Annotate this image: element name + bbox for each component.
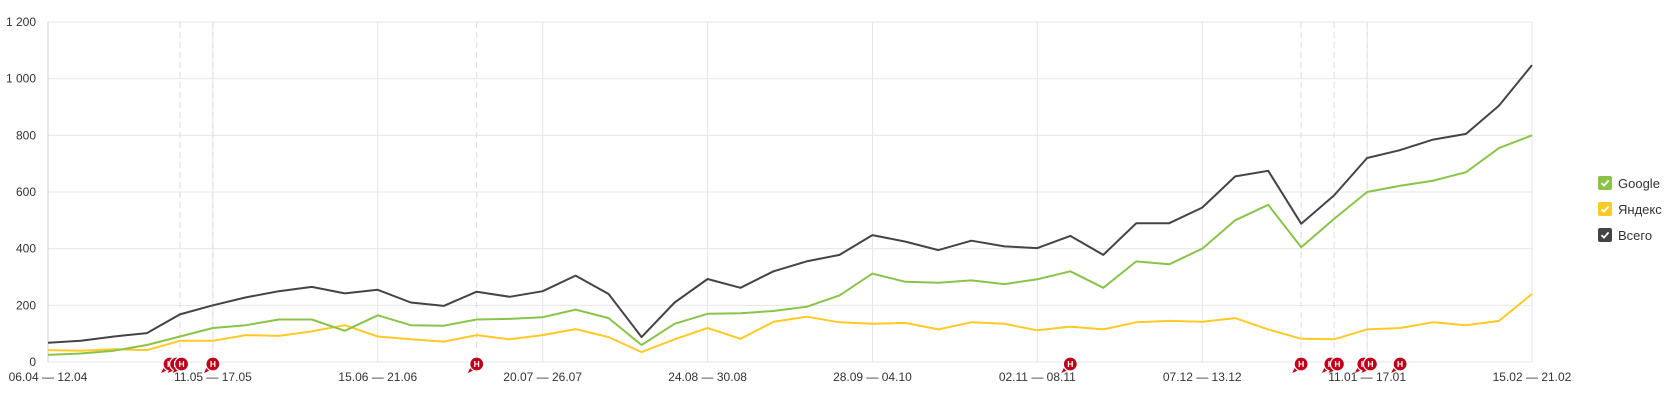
x-tick-label: 15.02 — 21.02 — [1493, 370, 1572, 384]
series-layer — [47, 64, 1533, 356]
axis-layer: 0 200 400 600 800 1 000 1 200 06.04 — 12.04 11.0… — [6, 15, 1572, 384]
x-tick-label: 02.11 — 08.11 — [999, 370, 1076, 384]
y-tick-label: 1 200 — [6, 15, 36, 29]
checkbox-icon[interactable] — [1598, 228, 1612, 242]
x-tick-label: 15.06 — 21.06 — [338, 370, 417, 384]
marker-tail — [1391, 367, 1399, 373]
marker-label: Н — [1298, 359, 1304, 369]
marker-tail — [1361, 367, 1369, 373]
x-tick-label: 11.05 — 17.05 — [174, 370, 252, 384]
marker-tail — [203, 367, 211, 373]
annotation-marker: Н — [1061, 356, 1078, 373]
marker-tail — [167, 367, 175, 373]
marker-label: Н — [474, 359, 480, 369]
x-tick-label: 07.12 — 13.12 — [1163, 370, 1242, 384]
y-tick-label: 1 000 — [6, 72, 36, 86]
marker-label: Н — [178, 359, 184, 369]
annotation-marker: Н — [1292, 356, 1309, 373]
marker-tail — [161, 367, 169, 373]
y-tick-label: 200 — [16, 298, 36, 312]
marker-label: Н — [210, 359, 216, 369]
series-line-2 — [47, 64, 1533, 344]
marker-label: Н — [1067, 359, 1073, 369]
annotation-marker: Н — [467, 356, 485, 373]
legend: Google Яндекс Всего — [1598, 170, 1662, 248]
legend-item-total[interactable]: Всего — [1598, 222, 1662, 248]
grid-layer — [47, 21, 1533, 363]
annotation-marker: Н — [1391, 356, 1408, 373]
checkbox-icon[interactable] — [1598, 176, 1612, 190]
x-tick-label: 28.09 — 04.10 — [833, 370, 912, 384]
marker-label: Н — [1397, 359, 1403, 369]
series-line-0 — [47, 134, 1533, 356]
legend-label: Яндекс — [1618, 201, 1662, 217]
x-tick-label: 20.07 — 26.07 — [503, 370, 582, 384]
x-tick-label: 24.08 — 30.08 — [668, 370, 747, 384]
marker-tail — [1328, 367, 1336, 373]
series-line-1 — [47, 293, 1533, 354]
y-tick-label: 0 — [29, 355, 36, 369]
marker-circle — [173, 356, 190, 372]
y-tick-label: 400 — [16, 242, 36, 256]
marker-tail — [1061, 367, 1069, 373]
marker-circle — [1293, 356, 1309, 372]
marker-tail — [1354, 367, 1362, 373]
y-tick-label: 600 — [16, 185, 36, 199]
marker-circle — [1392, 356, 1408, 372]
annotation-marker: Н — [172, 356, 190, 373]
annotation-marker: Н — [203, 356, 221, 373]
marker-tail — [467, 367, 475, 373]
marker-tail — [1321, 367, 1329, 373]
y-tick-label: 800 — [16, 128, 36, 142]
marker-label: Н — [1367, 359, 1373, 369]
checkbox-icon[interactable] — [1598, 202, 1612, 216]
marker-circle — [205, 356, 221, 372]
legend-item-yandex[interactable]: Яндекс — [1598, 196, 1662, 222]
annotation-layer: НННННННННННН — [161, 356, 1408, 373]
marker-circle — [1329, 356, 1346, 372]
x-tick-label: 06.04 — 12.04 — [9, 370, 88, 384]
annotation-marker: Н — [1328, 356, 1346, 373]
x-tick-label: 11.01 — 17.01 — [1328, 370, 1406, 384]
marker-tail — [1292, 367, 1300, 373]
marker-circle — [1062, 356, 1078, 372]
marker-label: Н — [1334, 359, 1340, 369]
legend-label: Google — [1618, 175, 1660, 191]
legend-label: Всего — [1618, 227, 1653, 243]
marker-circle — [469, 356, 485, 372]
legend-item-google[interactable]: Google — [1598, 170, 1662, 196]
annotation-marker: Н — [1361, 356, 1379, 373]
marker-tail — [172, 367, 180, 373]
marker-circle — [1362, 356, 1379, 372]
